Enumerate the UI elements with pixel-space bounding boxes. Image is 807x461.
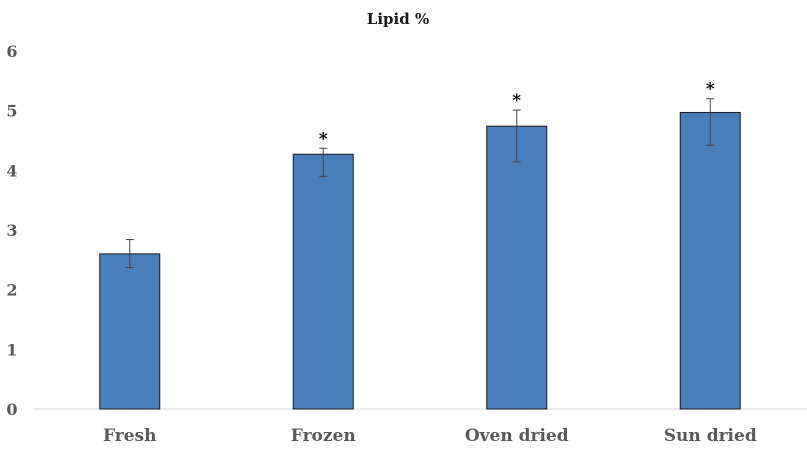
error-bar xyxy=(706,98,715,146)
significance-marker: * xyxy=(706,80,715,100)
chart-title: Lipid % xyxy=(367,10,429,28)
bar xyxy=(99,253,161,410)
x-tick-label: Oven dried xyxy=(465,426,569,446)
y-axis: 0 1 2 3 4 5 6 xyxy=(6,42,17,419)
y-tick-label: 4 xyxy=(6,161,17,180)
bar-series: * * * xyxy=(99,80,741,410)
x-tick-label: Fresh xyxy=(103,426,156,446)
error-bar xyxy=(512,109,521,163)
bar xyxy=(292,153,354,410)
y-tick-label: 6 xyxy=(6,42,17,61)
x-tick-label: Frozen xyxy=(291,426,356,446)
error-bar xyxy=(125,239,134,269)
bar xyxy=(679,111,741,410)
y-tick-label: 2 xyxy=(6,281,17,300)
y-tick-label: 1 xyxy=(6,340,17,359)
error-bar xyxy=(319,147,328,177)
significance-marker: * xyxy=(512,91,521,111)
bar xyxy=(486,125,548,410)
y-tick-label: 5 xyxy=(6,102,17,121)
significance-marker: * xyxy=(319,129,328,149)
x-axis: Fresh Frozen Oven dried Sun dried xyxy=(33,408,807,446)
y-tick-label: 3 xyxy=(6,221,17,240)
y-tick-label: 0 xyxy=(6,400,17,419)
x-tick-label: Sun dried xyxy=(664,426,757,446)
